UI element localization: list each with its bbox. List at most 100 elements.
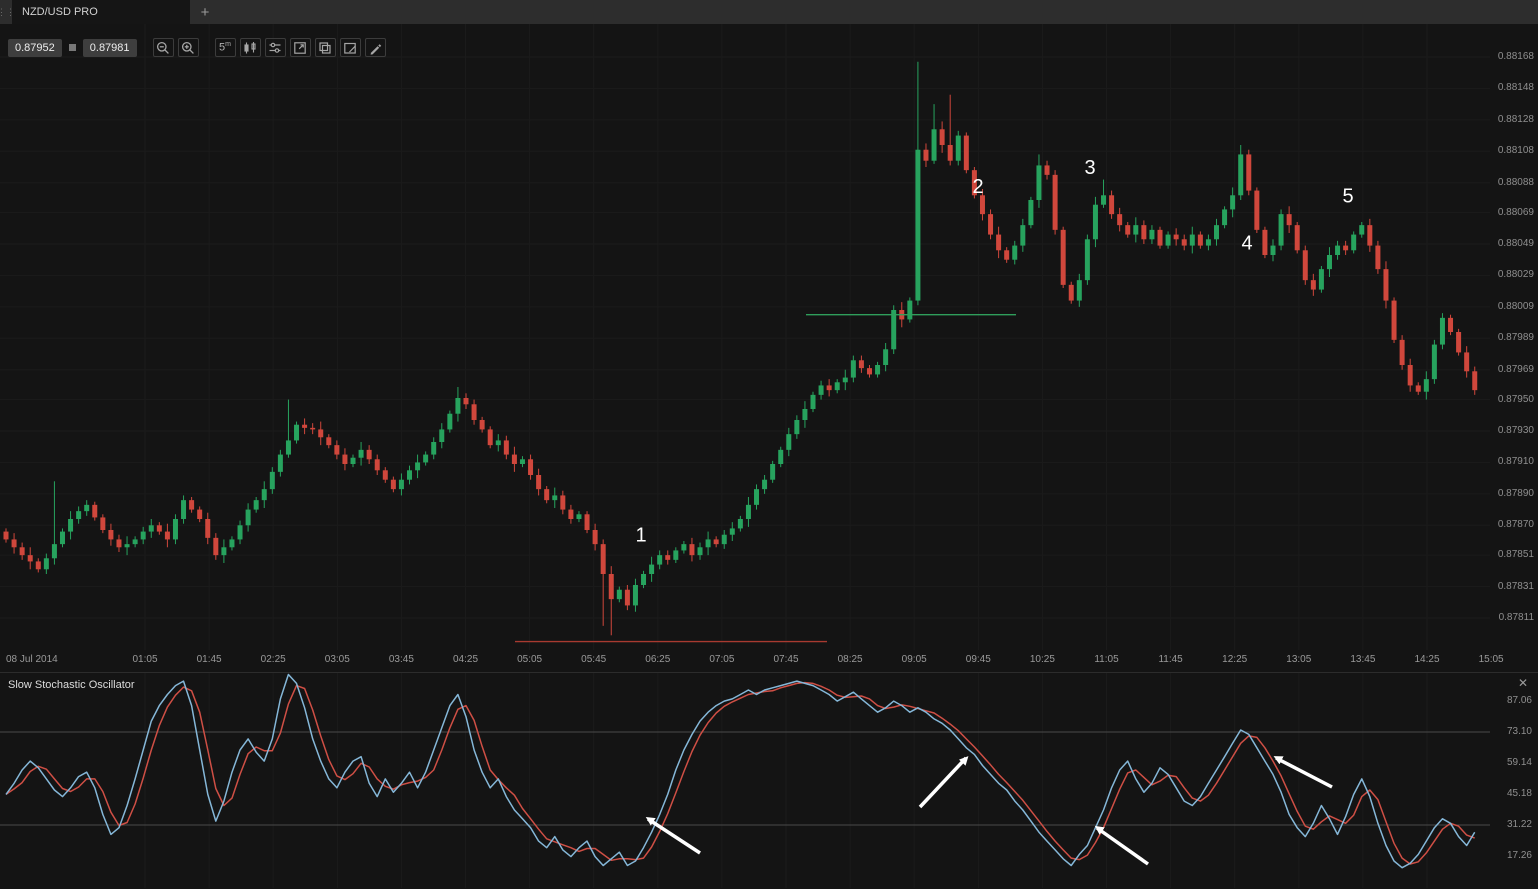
candle (124, 544, 130, 548)
stoch-axis-label: 17.26 (1506, 850, 1532, 862)
candle (253, 500, 259, 510)
candle (1133, 225, 1139, 235)
price-axis-label: 0.88009 (1497, 300, 1534, 312)
stochastic-panel: Slow Stochastic Oscillator ✕ 87.06 73.10 5… (0, 672, 1538, 888)
time-axis-label: 01:45 (196, 654, 222, 665)
candle (1367, 225, 1373, 246)
ask-price[interactable]: 0.87981 (82, 38, 137, 57)
chart-type-button[interactable] (239, 38, 261, 57)
candle (3, 531, 9, 540)
annotation-arrow (645, 816, 701, 855)
candle (213, 537, 219, 556)
candle (1222, 209, 1228, 226)
candle (261, 489, 267, 501)
candle (1012, 245, 1018, 260)
candle (818, 385, 824, 395)
time-axis-label: 04:25 (452, 654, 479, 665)
candle (471, 404, 477, 421)
candle (1068, 284, 1074, 301)
candle (979, 195, 985, 215)
price-axis-label: 0.87969 (1497, 363, 1534, 375)
candle (326, 437, 332, 446)
indicators-button[interactable] (264, 38, 286, 57)
annotate-button[interactable] (339, 38, 361, 57)
candle (116, 539, 122, 548)
tab-title: NZD/USD PRO (22, 6, 98, 18)
stoch-axis-label: 45.18 (1506, 788, 1532, 799)
candle (1391, 300, 1397, 340)
stoch-axis-label: 87.06 (1506, 695, 1532, 706)
price-axis-label: 0.87989 (1497, 332, 1534, 344)
number-annotation: 2 (972, 176, 983, 198)
zoom-out-button[interactable] (152, 38, 174, 57)
candle (616, 589, 622, 600)
candle (866, 368, 872, 375)
price-axis-label: 0.88108 (1497, 145, 1534, 157)
price-chart[interactable]: 1 2 3 4 5 (0, 24, 1490, 650)
timeframe-button[interactable]: 5m (214, 38, 236, 57)
price-axis[interactable]: 0.88168 0.88148 0.88128 0.88108 0.88088 0.880… (1490, 24, 1538, 650)
stochastic-axis[interactable]: 87.06 73.10 59.14 45.18 31.22 17.26 (1490, 673, 1538, 889)
candle (721, 534, 727, 545)
candle (1076, 280, 1082, 301)
draw-button[interactable] (364, 38, 386, 57)
candle (1399, 339, 1405, 366)
candle (770, 464, 776, 480)
price-axis-label: 0.88088 (1497, 176, 1534, 188)
candle (1165, 234, 1171, 246)
price-axis-label: 0.88029 (1497, 269, 1534, 281)
price-axis-label: 0.87890 (1497, 487, 1534, 499)
candle (891, 310, 897, 350)
candle (705, 539, 711, 548)
candle (229, 539, 235, 548)
tab-nzdusd-pro[interactable]: NZD/USD PRO (12, 0, 190, 24)
zoom-in-button[interactable] (177, 38, 199, 57)
candle (189, 500, 195, 510)
candle (584, 514, 590, 531)
copy-chart-button[interactable] (314, 38, 336, 57)
stochastic-k-line (5, 673, 1476, 869)
new-tab-button[interactable]: + (200, 3, 210, 21)
time-axis[interactable]: 08 Jul 2014 01:05 01:45 02:25 03:05 03:45 04:2… (0, 650, 1538, 672)
candle (269, 471, 275, 490)
bid-price[interactable]: 0.87952 (8, 38, 62, 57)
candle (455, 398, 461, 414)
price-axis-label: 0.87851 (1497, 549, 1534, 561)
candle (132, 539, 138, 545)
indicator-title: Slow Stochastic Oscillator (8, 679, 135, 691)
time-axis-label: 13:05 (1286, 654, 1312, 665)
candle (342, 454, 348, 465)
candle (205, 519, 211, 538)
candle (624, 589, 630, 606)
price-axis-label: 0.88148 (1497, 82, 1534, 94)
time-axis-label: 13:45 (1350, 654, 1376, 665)
candle (1230, 195, 1236, 210)
stochastic-d-line (5, 681, 1475, 865)
time-axis-label: 02:25 (260, 654, 286, 665)
candle (1335, 245, 1341, 256)
candle (673, 550, 679, 560)
candle (51, 544, 57, 559)
number-annotation: 1 (635, 525, 646, 547)
indicator-close-button[interactable]: ✕ (1517, 676, 1528, 690)
candle (237, 525, 243, 540)
candle (1464, 352, 1470, 372)
time-axis-label: 12:25 (1222, 654, 1248, 665)
time-axis-label: 10:25 (1029, 654, 1055, 665)
candle (1262, 229, 1268, 256)
price-axis-label: 0.88049 (1497, 238, 1534, 249)
expand-chart-button[interactable] (289, 38, 311, 57)
price-axis-label: 0.88069 (1497, 206, 1534, 218)
stochastic-chart (0, 673, 1490, 888)
candle (931, 129, 937, 161)
time-axis-label: 01:05 (132, 654, 158, 665)
candle (1439, 317, 1445, 345)
time-axis-label: 11:05 (1094, 654, 1119, 665)
candle (657, 555, 663, 565)
candle (826, 385, 832, 391)
candle (318, 429, 324, 438)
candle (810, 394, 816, 410)
candle (1181, 239, 1187, 246)
candle (955, 135, 961, 161)
candle (503, 440, 509, 455)
